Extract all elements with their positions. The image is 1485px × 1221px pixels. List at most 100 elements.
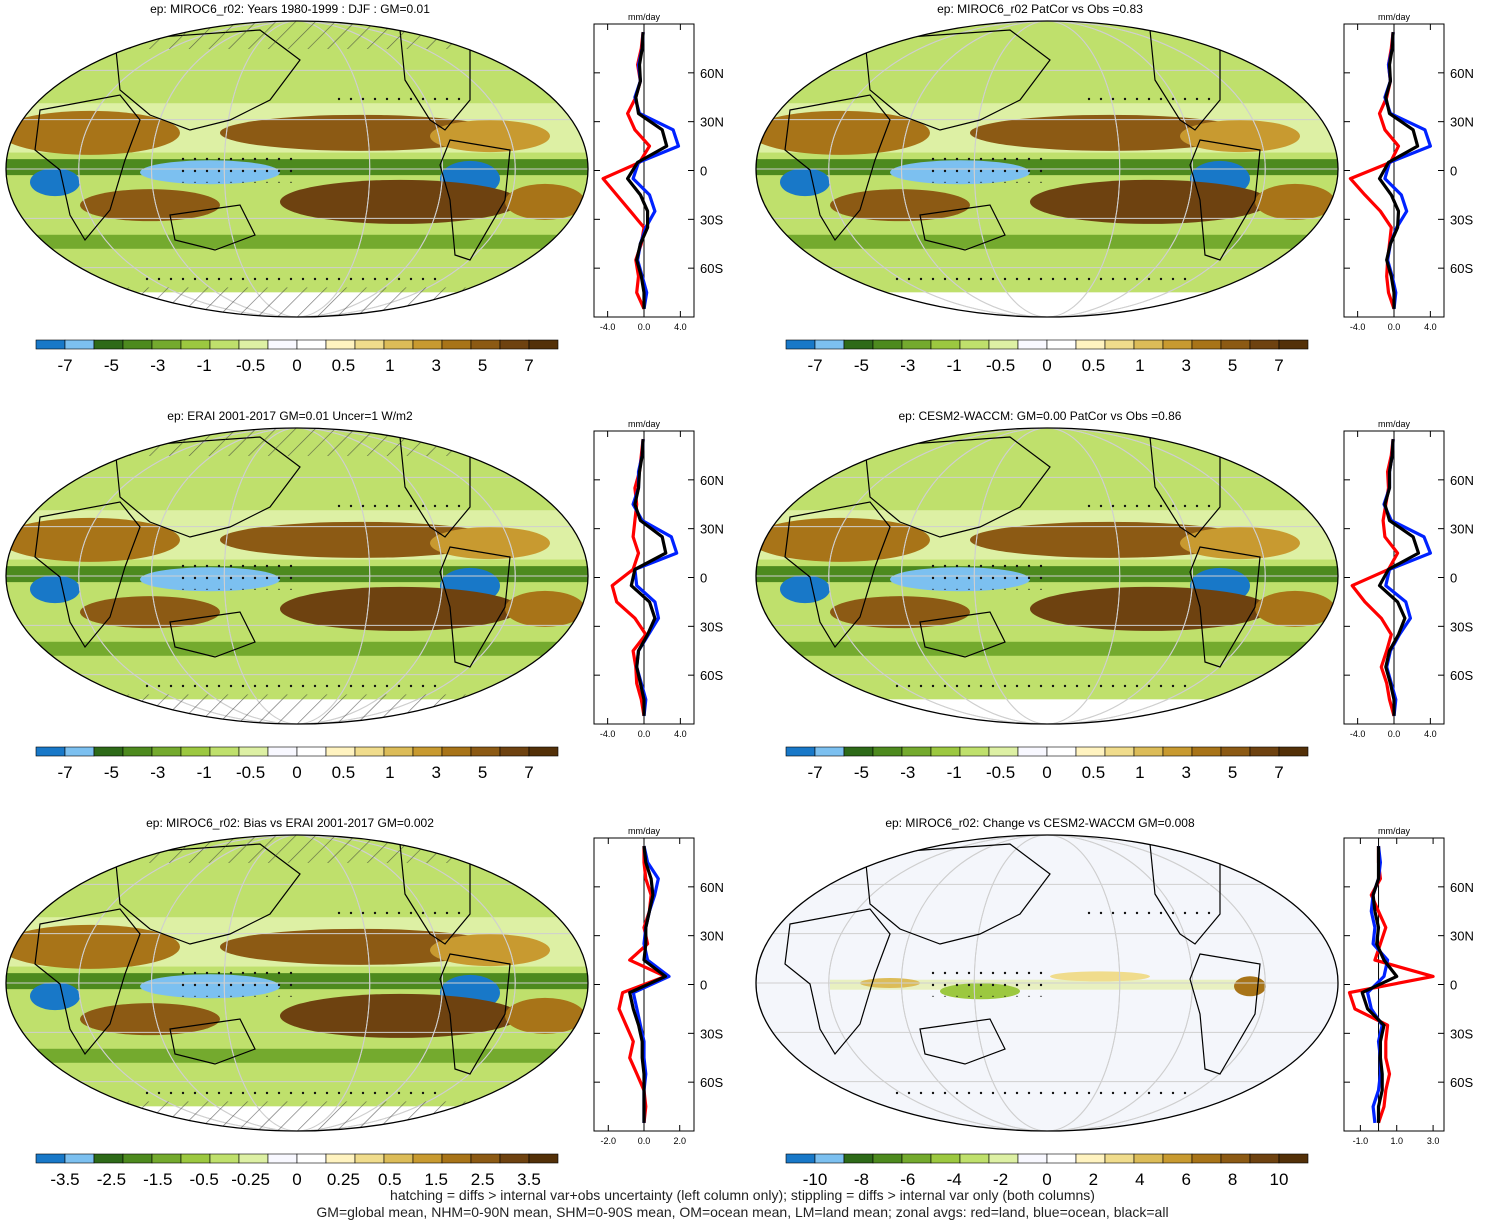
colorbar-bin	[785, 1153, 816, 1164]
stippling-midlat	[1080, 90, 1220, 103]
footer-line-2: GM=global mean, NHM=0-90N mean, SHM=0-90…	[316, 1204, 1169, 1220]
colorbar-bin	[354, 1153, 385, 1164]
colorbar-label: -0.5	[236, 763, 265, 782]
colorbar-bin	[1104, 339, 1135, 350]
colorbar-label: -8	[854, 1170, 869, 1189]
panel-graphic: -3.5 -2.5 -1.5 -0.5 -0.25 0 0.25 0.5 1.5 2.5 3.5 mm…	[5, 826, 724, 1189]
colorbar-bin	[325, 339, 356, 350]
stippling-south	[890, 684, 1190, 695]
zonal-ytick-label: 30N	[1450, 115, 1474, 130]
colorbar-bin	[1278, 339, 1309, 350]
continent-outline	[439, 953, 511, 1075]
dry-zone-atlantic	[1180, 527, 1300, 560]
precipitation-map	[756, 21, 1338, 317]
colorbar-bin	[814, 746, 845, 757]
colorbar-label: -0.25	[231, 1170, 270, 1189]
hatching-arctic	[6, 835, 588, 863]
colorbar-label: -0.5	[190, 1170, 219, 1189]
zonal-xtick-label: -2.0	[601, 1136, 617, 1146]
dry-zone-atlantic-s	[1255, 590, 1335, 627]
colorbar-bin	[1046, 339, 1077, 350]
zonal-ytick-label: 60S	[1450, 668, 1473, 683]
colorbar-bin	[930, 746, 961, 757]
colorbar-bin	[383, 746, 414, 757]
colorbar-bin	[383, 1153, 414, 1164]
stippling-tropics	[930, 152, 1050, 183]
zonal-ytick-label: 30N	[700, 929, 724, 944]
dry-zone-africa	[756, 110, 930, 155]
continent-outline	[169, 1018, 256, 1065]
storm-track-s	[756, 641, 1338, 656]
colorbar-label: 0.5	[378, 1170, 402, 1189]
continent-outline	[34, 908, 141, 1056]
colorbar-bin	[1249, 339, 1280, 350]
colorbar-label: 1	[385, 763, 394, 782]
continent-outline	[784, 94, 891, 242]
stippling-south	[890, 1091, 1190, 1102]
colorbar-label: 0.5	[332, 763, 356, 782]
dry-zone-indian	[830, 596, 970, 629]
colorbar-label: 1	[1135, 763, 1144, 782]
continent-outline	[439, 546, 511, 668]
colorbar-bin	[35, 339, 66, 350]
colorbar-bin	[528, 1153, 559, 1164]
zonal-mean-plot: mm/day 60N 30N 0 30S 60S -4.0 0.0 4.0	[1343, 12, 1474, 332]
zonal-ytick-label: 30S	[700, 212, 723, 227]
colorbar-bin	[238, 339, 269, 350]
graticule-lon	[78, 21, 516, 317]
zonal-ytick-label: 0	[1450, 164, 1457, 179]
colorbar-bin	[122, 1153, 153, 1164]
colorbar-bin	[441, 339, 472, 350]
colorbar-bin	[843, 339, 874, 350]
zonal-unit-label: mm/day	[1378, 419, 1411, 429]
continent-outline	[34, 94, 141, 242]
panel-6: ep: MIROC6_r02: Change vs CESM2-WACCM GM…	[750, 814, 1485, 1221]
colorbar-bin	[988, 746, 1019, 757]
continent-outline	[864, 29, 1051, 131]
colorbar-label: -3	[900, 763, 915, 782]
continent-outline	[864, 436, 1051, 538]
zonal-mean-plot: mm/day 60N 30N 0 30S 60S -4.0 0.0 4.0	[593, 419, 724, 739]
colorbar-label: -0.5	[986, 763, 1015, 782]
colorbar-bin	[470, 339, 501, 350]
zonal-xtick-label: 0.0	[638, 729, 651, 739]
colorbar-bin	[528, 746, 559, 757]
precipitation-map	[756, 835, 1338, 1131]
colorbar-bin	[122, 746, 153, 757]
graticule-lon	[78, 835, 516, 1131]
dry-zone-atlantic-s	[505, 590, 585, 627]
colorbar-label: -0.5	[236, 356, 265, 375]
colorbar-label: -2.5	[97, 1170, 126, 1189]
map-border	[755, 20, 1339, 318]
colorbar-label: -3	[150, 356, 165, 375]
zonal-mean-plot: mm/day 60N 30N 0 30S 60S -2.0 0.0 2.0	[593, 826, 724, 1146]
colorbar-label: -0.5	[986, 356, 1015, 375]
continent-outline	[169, 204, 256, 251]
colorbar-bin	[1191, 339, 1222, 350]
zonal-ytick-label: 60N	[700, 66, 724, 81]
colorbar-label: 0	[292, 1170, 301, 1189]
colorbar-label: -1	[947, 763, 962, 782]
zonal-ytick-label: 60N	[700, 880, 724, 895]
continent-outline	[1189, 953, 1261, 1075]
colorbar-label: 10	[1270, 1170, 1289, 1189]
graticule-lon	[901, 428, 1193, 724]
zonal-ytick-label: 0	[1450, 978, 1457, 993]
colorbar-bin	[325, 746, 356, 757]
wet-congo	[30, 982, 80, 1011]
panel-title: ep: CESM2-WACCM: GM=0.00 PatCor vs Obs =…	[898, 409, 1182, 423]
zonal-xtick-label: 4.0	[1424, 322, 1437, 332]
colorbar-label: 5	[1228, 356, 1237, 375]
continent-outline	[919, 611, 1006, 658]
zonal-xtick-label: 4.0	[674, 729, 687, 739]
colorbar-label: 3	[1181, 356, 1190, 375]
zonal-ytick-label: 30N	[1450, 522, 1474, 537]
colorbar-bin	[499, 746, 530, 757]
colorbar-label: 0.5	[1082, 763, 1106, 782]
panel-5: ep: MIROC6_r02: Bias vs ERAI 2001-2017 G…	[0, 814, 742, 1221]
colorbar-label: -1	[197, 763, 212, 782]
colorbar-label: 5	[478, 763, 487, 782]
colorbar-bin	[901, 746, 932, 757]
antarctic-region	[756, 292, 1338, 317]
graticule-lon	[828, 21, 1266, 317]
